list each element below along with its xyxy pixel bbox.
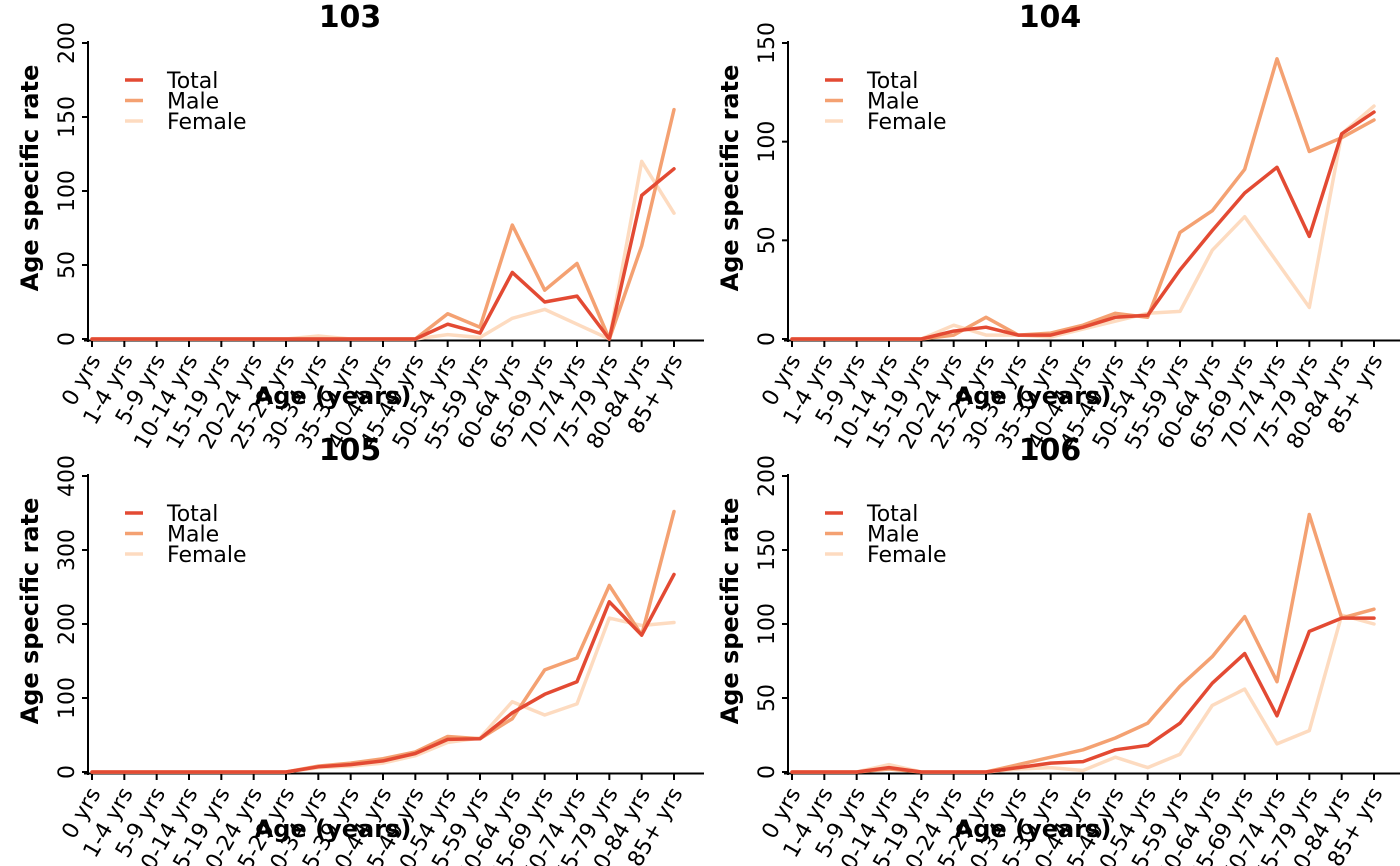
chart-title: 103: [319, 0, 382, 35]
y-tick-label: 150: [755, 529, 780, 571]
y-tick-label: 0: [755, 765, 780, 779]
legend-label-male: Male: [167, 523, 219, 548]
series-line-female: [790, 613, 1376, 774]
y-tick-label: 100: [55, 170, 80, 212]
legend-label-total: Total: [166, 69, 218, 94]
y-tick-label: 150: [755, 22, 780, 64]
x-axis-label: Age (years): [955, 382, 1112, 410]
y-tick-label: 200: [755, 455, 780, 497]
y-axis-label: Age specific rate: [716, 65, 744, 292]
y-tick-label: 100: [755, 121, 780, 163]
y-tick-label: 150: [55, 96, 80, 138]
y-tick-label: 50: [755, 226, 780, 254]
legend-label-female: Female: [167, 110, 247, 135]
legend-label-male: Male: [167, 90, 219, 115]
series-line-total: [90, 167, 676, 341]
legend-label-total: Total: [866, 502, 918, 527]
y-tick-label: 200: [55, 22, 80, 64]
x-axis-label: Age (years): [955, 815, 1112, 843]
y-axis-label: Age specific rate: [16, 65, 44, 292]
legend-label-total: Total: [866, 69, 918, 94]
legend-label-female: Female: [867, 543, 947, 568]
x-axis-label: Age (years): [255, 815, 412, 843]
series-line-total: [790, 616, 1376, 774]
y-tick-label: 0: [55, 332, 80, 346]
chart-title: 106: [1019, 433, 1082, 468]
y-tick-label: 50: [55, 251, 80, 279]
series-line-total: [790, 110, 1376, 341]
y-tick-label: 200: [55, 603, 80, 645]
series-line-male: [90, 107, 676, 341]
y-tick-label: 300: [55, 529, 80, 571]
chart-title: 104: [1019, 0, 1082, 35]
y-tick-label: 0: [755, 332, 780, 346]
y-tick-label: 400: [55, 455, 80, 497]
series-line-total: [90, 572, 676, 774]
y-tick-label: 100: [55, 677, 80, 719]
legend-label-male: Male: [867, 523, 919, 548]
legend-label-female: Female: [867, 110, 947, 135]
series-line-female: [90, 616, 676, 774]
y-tick-label: 100: [755, 603, 780, 645]
legend-label-total: Total: [166, 502, 218, 527]
y-tick-label: 50: [755, 684, 780, 712]
x-axis-label: Age (years): [255, 382, 412, 410]
series-line-female: [790, 104, 1376, 341]
y-axis-label: Age specific rate: [716, 498, 744, 725]
series-line-female: [90, 159, 676, 341]
y-tick-label: 0: [55, 765, 80, 779]
chart-title: 105: [319, 433, 382, 468]
y-axis-label: Age specific rate: [16, 498, 44, 725]
legend-label-male: Male: [867, 90, 919, 115]
legend-label-female: Female: [167, 543, 247, 568]
